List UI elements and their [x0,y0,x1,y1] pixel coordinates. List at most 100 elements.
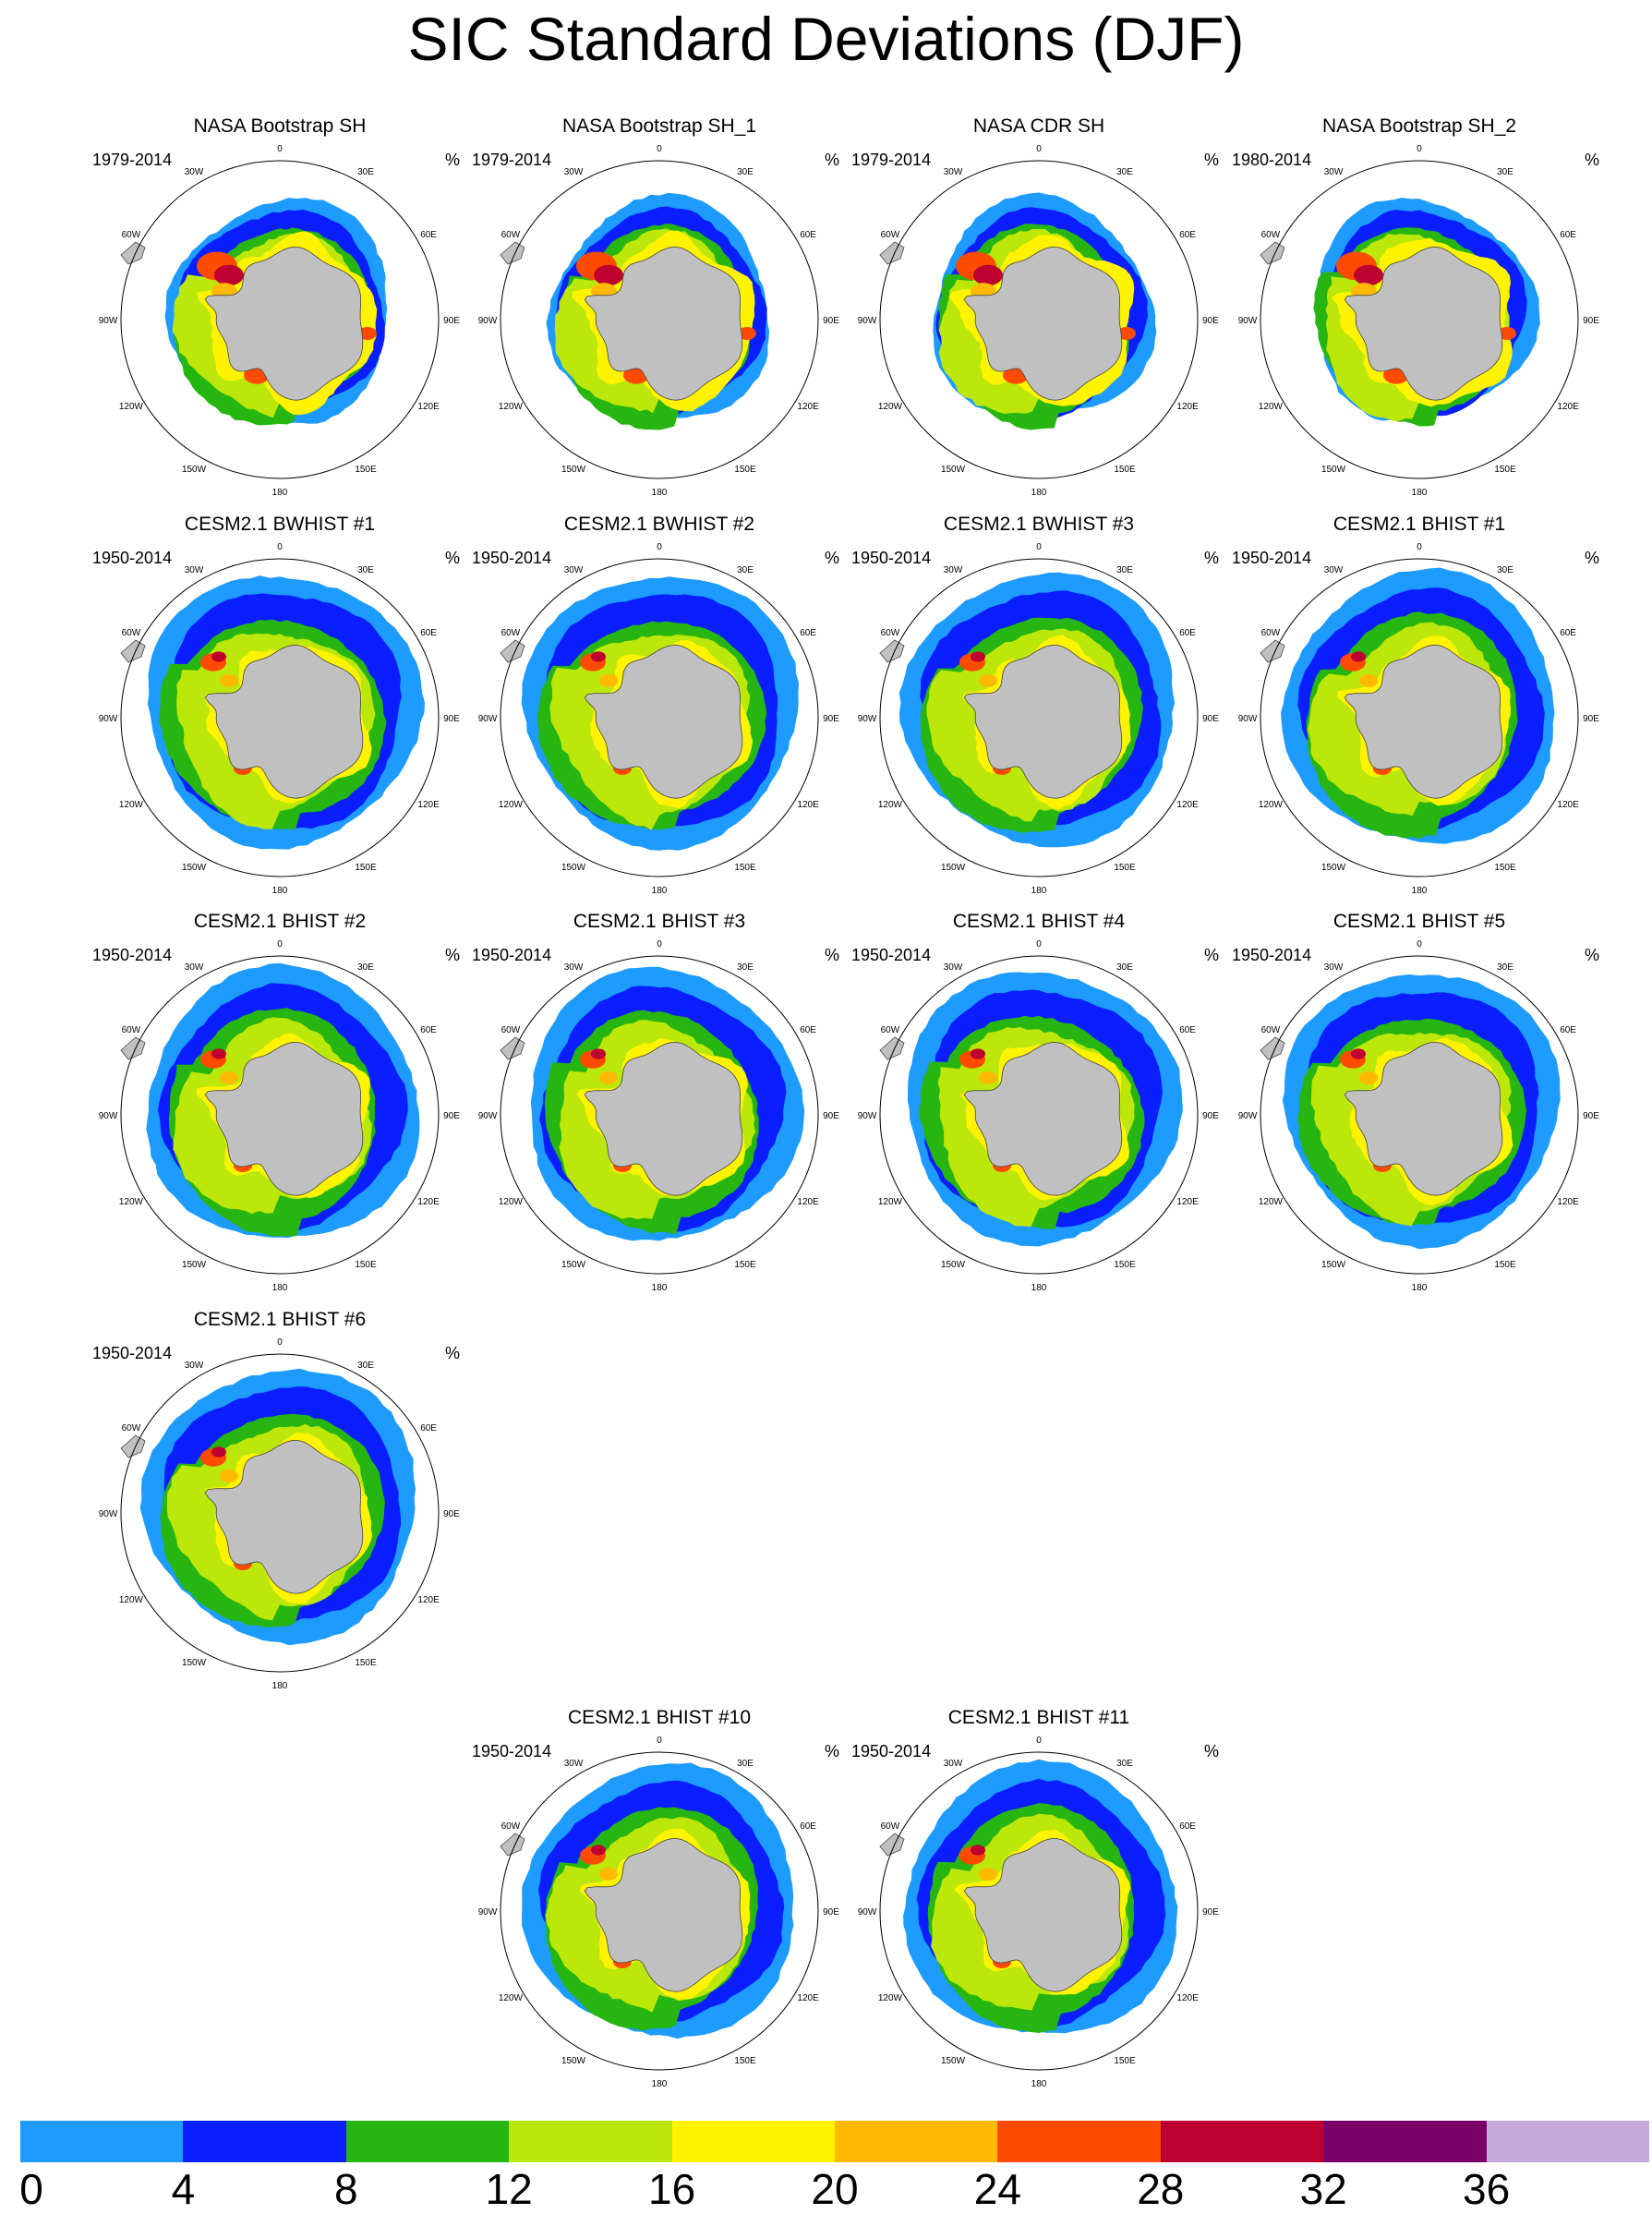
longitude-label: 180 [272,1283,288,1293]
longitude-label: 150W [182,465,207,475]
antarctica-land [584,1837,743,1992]
colorbar-bin [509,2121,672,2162]
panel-period: 1950-2014 [1232,946,1312,964]
longitude-label: 180 [652,886,668,896]
longitude-label: 120E [797,1197,819,1207]
longitude-label: 150W [1321,1260,1346,1270]
panel-title: CESM2.1 BHIST #3 [573,911,746,932]
longitude-label: 0 [657,939,662,950]
longitude-label: 120W [1259,402,1284,412]
longitude-label: 60E [420,1025,437,1035]
colorbar-tick: 20 [811,2165,859,2213]
longitude-label: 60E [1179,628,1196,638]
longitude-label: 90E [1583,1111,1599,1121]
longitude-label: 90W [478,316,498,326]
colorbar-bin [997,2121,1161,2162]
longitude-label: 120W [119,1197,144,1207]
longitude-label: 30W [564,565,584,575]
antarctica-land [1344,644,1503,799]
south-america-land [879,1833,905,1857]
sic-hotspot [211,651,226,662]
longitude-label: 90E [1202,316,1219,326]
map-boundary [500,1751,819,2071]
polar-map: 0 30E 60E 90E 120E 150E 180 150W 120W 90W 60W 30W [99,144,461,498]
map-panel: 0 30E 60E 90E 120E 150E 180 150W 120W 90W 60W 30W CE… [468,1704,850,2105]
longitude-label: 180 [272,1681,288,1691]
polar-map: 0 30E 60E 90E 120E 150E 180 150W 120W 90W 60W 30W [858,542,1220,896]
longitude-label: 30E [737,167,754,177]
longitude-label: 150E [734,1260,756,1270]
longitude-label: 60E [420,1423,437,1434]
longitude-label: 30E [737,962,754,973]
longitude-label: 150W [1321,863,1346,873]
longitude-label: 150E [1494,465,1516,475]
longitude-label: 120W [499,1993,524,2003]
longitude-label: 90W [478,1907,498,1918]
sic-hotspot [1117,327,1136,340]
sic-hotspot [971,651,985,662]
panel-unit: % [1584,946,1599,964]
longitude-label: 150W [941,465,966,475]
panel-unit: % [1584,151,1599,169]
panel-title: NASA Bootstrap SH_2 [1321,115,1517,137]
longitude-label: 30W [1324,167,1344,177]
longitude-label: 60W [501,628,521,638]
longitude-label: 150W [561,2056,586,2066]
polar-map: 0 30E 60E 90E 120E 150E 180 150W 120W 90W 60W 30W [99,939,461,1293]
polar-map: 0 30E 60E 90E 120E 150E 180 150W 120W 90W 60W 30W [858,1736,1220,2089]
panel-unit: % [444,549,460,567]
longitude-label: 150W [182,863,207,873]
panel-title: CESM2.1 BHIST #6 [193,1309,367,1330]
antarctica-land [1344,246,1503,401]
longitude-label: 90W [858,1907,877,1918]
longitude-label: 120E [797,800,819,810]
longitude-label: 60W [881,1025,900,1035]
map-boundary [120,160,440,479]
longitude-label: 60E [800,1025,816,1035]
longitude-label: 30E [357,962,374,973]
longitude-label: 60E [1560,230,1576,240]
longitude-label: 30W [1324,962,1344,973]
antarctica-land [204,644,364,799]
longitude-label: 120E [417,1595,440,1605]
longitude-label: 90W [858,316,877,326]
panel-unit: % [824,946,839,964]
colorbar-tick: 36 [1463,2165,1511,2213]
longitude-label: 30W [185,1361,204,1371]
map-boundary [879,160,1199,479]
longitude-label: 30E [1116,167,1133,177]
south-america-land [879,241,905,265]
longitude-label: 30W [944,565,963,575]
sic-hotspot [599,1868,618,1881]
longitude-label: 0 [657,542,662,552]
antarctica-land [204,1439,364,1594]
longitude-label: 150W [941,2056,966,2066]
longitude-label: 120E [1176,1197,1199,1207]
sic-hotspot [220,1470,238,1482]
south-america-land [1260,241,1285,265]
longitude-label: 180 [1031,1283,1047,1293]
map-panel: 0 30E 60E 90E 120E 150E 180 150W 120W 90W 60W 30W CE… [468,908,850,1309]
polar-map: 0 30E 60E 90E 120E 150E 180 150W 120W 90W 60W 30W [1238,542,1600,896]
longitude-label: 90W [858,1111,877,1121]
longitude-label: 90W [1238,714,1258,724]
sic-hotspot [1354,264,1383,286]
longitude-label: 60E [1560,1025,1576,1035]
longitude-label: 150E [355,1658,377,1668]
longitude-label: 60W [501,1821,521,1832]
panel-period: 1950-2014 [92,946,173,964]
longitude-label: 150E [734,2056,756,2066]
south-america-land [120,639,146,663]
colorbar-bin [671,2121,836,2162]
sic-hotspot [211,1446,226,1458]
longitude-label: 120W [499,1197,524,1207]
panel-period: 1950-2014 [851,1742,932,1760]
map-panel: 0 30E 60E 90E 120E 150E 180 150W 120W 90W 60W 30W CE… [89,908,471,1309]
longitude-label: 120E [1557,1197,1579,1207]
longitude-label: 120W [1259,800,1284,810]
colorbar-tick: 28 [1137,2165,1185,2213]
polar-map: 0 30E 60E 90E 120E 150E 180 150W 120W 90W 60W 30W [1238,939,1600,1293]
antarctica-land [963,1041,1123,1196]
colorbar-bin [20,2121,184,2162]
longitude-label: 150E [1494,863,1516,873]
